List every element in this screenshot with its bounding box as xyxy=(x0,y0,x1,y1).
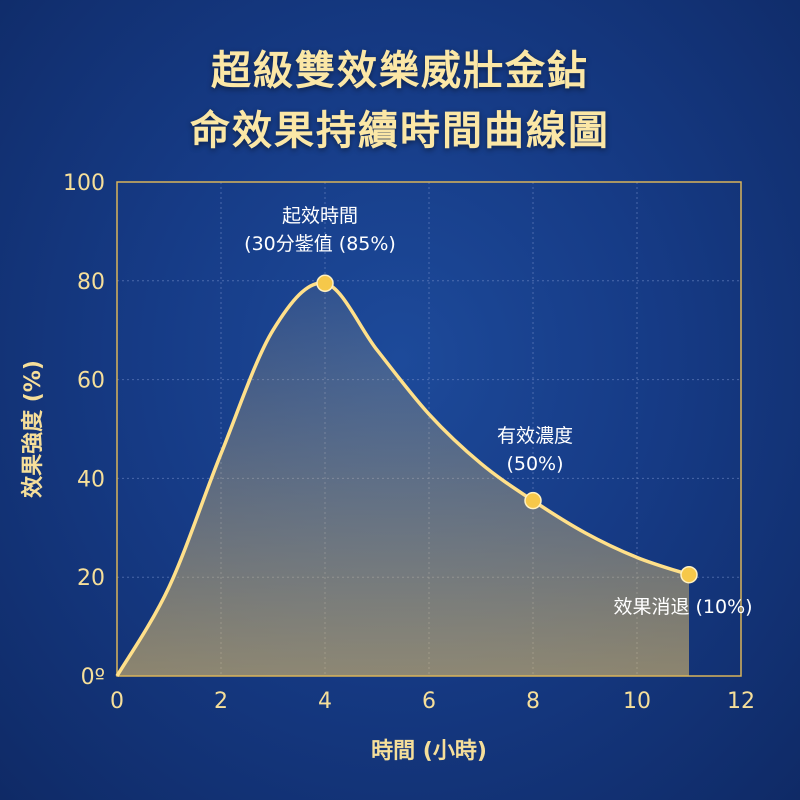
annotation-label: 有效濃度 xyxy=(497,425,573,447)
x-tick-label: 0 xyxy=(110,689,124,714)
annotations: 起效時間 (30分鈭值 (85%) 有效濃度 (50%) 效果消退 (10%) xyxy=(244,205,752,618)
y-tick-label: 20 xyxy=(77,566,105,591)
data-point-marker xyxy=(524,491,542,510)
data-markers xyxy=(316,274,698,584)
chart-title-line1: 超級雙效樂威壯金鉆 xyxy=(211,48,589,94)
x-axis-title: 時間 (小時) xyxy=(371,739,487,764)
y-tick-label: 80 xyxy=(77,270,105,295)
annotation-label: (30分鈭值 (85%) xyxy=(244,233,396,255)
x-tick-labels: 0 2 4 6 8 10 12 xyxy=(110,689,755,714)
x-tick-label: 2 xyxy=(214,689,228,714)
data-point-marker xyxy=(316,274,334,293)
annotation-label: 效果消退 (10%) xyxy=(613,596,752,618)
x-tick-label: 8 xyxy=(526,689,540,714)
y-tick-label: 0º xyxy=(81,665,105,690)
y-axis-title: 效果強度 (%) xyxy=(20,360,46,498)
x-tick-label: 6 xyxy=(422,689,436,714)
y-tick-label: 40 xyxy=(77,467,105,492)
x-tick-label: 10 xyxy=(623,689,651,714)
annotation-label: 起效時間 xyxy=(282,205,358,227)
data-point-marker xyxy=(680,565,698,584)
plot-frame xyxy=(116,181,742,677)
area-fill xyxy=(117,282,689,676)
x-tick-label: 4 xyxy=(318,689,332,714)
y-tick-label: 60 xyxy=(77,369,105,394)
annotation-label: (50%) xyxy=(506,453,563,475)
series-line xyxy=(115,281,690,677)
chart-title-line2: 命效果持續時間曲線圖 xyxy=(190,108,610,154)
y-tick-label: 100 xyxy=(63,171,105,196)
y-tick-labels: 0º 20 40 60 80 100 xyxy=(63,171,105,690)
x-tick-label: 12 xyxy=(727,689,755,714)
